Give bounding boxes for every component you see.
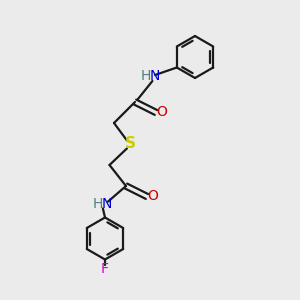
Text: S: S	[125, 136, 136, 152]
Text: H: H	[93, 197, 103, 211]
Text: N: N	[150, 70, 160, 83]
Text: O: O	[157, 106, 167, 119]
Text: H: H	[141, 70, 151, 83]
Text: N: N	[102, 197, 112, 211]
Text: F: F	[101, 262, 109, 276]
Text: O: O	[148, 190, 158, 203]
